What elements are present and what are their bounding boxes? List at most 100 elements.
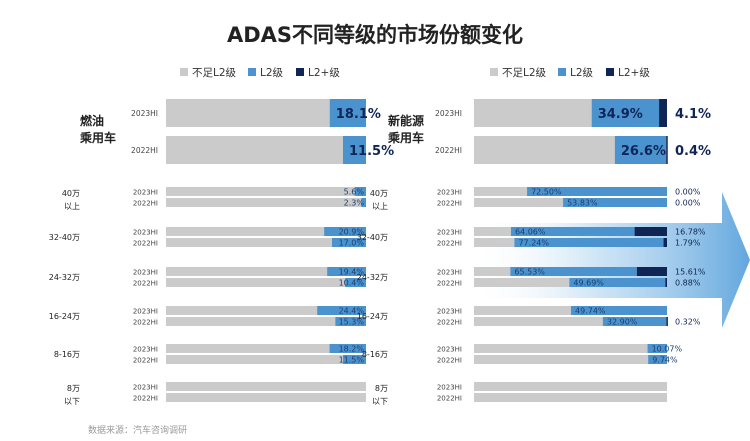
period-label: 2022HI bbox=[133, 280, 158, 288]
legend-label: 不足L2级 bbox=[192, 67, 237, 79]
bar-below-l2 bbox=[474, 306, 667, 315]
bar-l2 bbox=[327, 267, 366, 276]
legend-swatch bbox=[296, 68, 304, 76]
category-label: 8-16万 bbox=[54, 350, 80, 359]
bar-l2 bbox=[614, 136, 667, 164]
value-label-l2plus: 0.00% bbox=[675, 188, 701, 197]
bar-below-l2 bbox=[166, 393, 366, 402]
bar-below-l2 bbox=[166, 227, 366, 236]
bar-below-l2 bbox=[166, 267, 366, 276]
period-label: 2023HI bbox=[437, 269, 462, 277]
period-label: 2022HI bbox=[435, 146, 462, 155]
value-label-l2: 65.53% bbox=[514, 268, 545, 277]
category-label: 32-40万 bbox=[357, 233, 388, 242]
category-label: 新能源 bbox=[388, 113, 424, 128]
category-label: 8-16万 bbox=[362, 350, 388, 359]
value-label-l2: 49.74% bbox=[575, 307, 606, 316]
period-label: 2022HI bbox=[133, 240, 158, 248]
bar-l2 bbox=[343, 355, 366, 364]
legend-label: L2级 bbox=[570, 67, 594, 79]
value-label-l2: 20.9% bbox=[339, 228, 365, 237]
value-label-l2: 5.6% bbox=[344, 188, 365, 197]
bar-l2 bbox=[354, 187, 366, 196]
value-label-l2: 18.1% bbox=[336, 107, 381, 122]
page-title: ADAS不同等级的市场份额变化 bbox=[227, 23, 523, 47]
value-label-l2: 10.07% bbox=[652, 345, 683, 354]
period-label: 2023HI bbox=[437, 308, 462, 316]
category-label: 8万 bbox=[375, 384, 388, 393]
bar-l2 bbox=[514, 238, 664, 247]
category-label: 24-32万 bbox=[49, 273, 80, 282]
value-label-l2plus: 4.1% bbox=[675, 107, 711, 122]
legend-label: L2级 bbox=[260, 67, 284, 79]
value-label-l2: 53.83% bbox=[567, 199, 598, 208]
value-label-l2: 19.4% bbox=[339, 268, 365, 277]
legend-right: 不足L2级 L2级 L2+级 bbox=[490, 67, 650, 79]
value-label-l2: 11.5% bbox=[339, 356, 365, 365]
bar-l2 bbox=[510, 227, 635, 236]
bar-below-l2 bbox=[166, 187, 366, 196]
value-label-l2: 17.0% bbox=[339, 239, 365, 248]
legend-left: 不足L2级 L2级 L2+级 bbox=[180, 67, 340, 79]
legend-swatch bbox=[248, 68, 256, 76]
bar-below-l2 bbox=[474, 382, 667, 391]
period-label: 2022HI bbox=[437, 357, 462, 365]
bar-below-l2 bbox=[166, 238, 366, 247]
category-label: 16-24万 bbox=[357, 312, 388, 321]
bar-l2 bbox=[569, 278, 666, 287]
bar-below-l2 bbox=[166, 278, 366, 287]
legend-swatch bbox=[180, 68, 188, 76]
value-label-l2: 34.9% bbox=[598, 107, 643, 122]
category-label: 以上 bbox=[64, 202, 80, 211]
bar-l2 bbox=[329, 344, 366, 353]
bar-l2 bbox=[647, 344, 667, 353]
category-label: 以下 bbox=[372, 397, 388, 406]
period-label: 2022HI bbox=[437, 240, 462, 248]
period-label: 2022HI bbox=[437, 395, 462, 403]
period-label: 2023HI bbox=[133, 384, 158, 392]
value-label-l2: 64.06% bbox=[515, 228, 546, 237]
bar-l2 bbox=[648, 355, 667, 364]
period-label: 2022HI bbox=[437, 280, 462, 288]
bar-below-l2 bbox=[474, 344, 667, 353]
period-label: 2022HI bbox=[133, 395, 158, 403]
value-label-l2: 26.6% bbox=[621, 144, 666, 159]
category-label: 40万 bbox=[370, 189, 388, 198]
period-label: 2023HI bbox=[435, 109, 462, 118]
period-label: 2022HI bbox=[133, 319, 158, 327]
category-label: 32-40万 bbox=[49, 233, 80, 242]
period-label: 2023HI bbox=[133, 346, 158, 354]
bar-below-l2 bbox=[166, 355, 366, 364]
legend-label: L2+级 bbox=[618, 67, 650, 79]
value-label-l2plus: 16.78% bbox=[675, 228, 706, 237]
period-label: 2023HI bbox=[133, 308, 158, 316]
value-label-l2: 2.3% bbox=[344, 199, 365, 208]
value-label-l2plus: 0.88% bbox=[675, 279, 701, 288]
legend-swatch bbox=[490, 68, 498, 76]
category-label: 以上 bbox=[372, 202, 388, 211]
bar-below-l2 bbox=[166, 198, 366, 207]
bar-l2 bbox=[591, 99, 660, 127]
bar-below-l2 bbox=[166, 382, 366, 391]
bar-l2 bbox=[335, 317, 366, 326]
period-label: 2022HI bbox=[131, 146, 158, 155]
value-label-l2: 15.3% bbox=[339, 318, 365, 327]
bar-l2plus bbox=[636, 267, 667, 276]
bar-l2 bbox=[571, 306, 667, 315]
bar-l2 bbox=[361, 198, 366, 207]
period-label: 2023HI bbox=[437, 229, 462, 237]
bar-below-l2 bbox=[166, 306, 366, 315]
value-label-l2: 11.5% bbox=[349, 144, 394, 159]
legend-label: L2+级 bbox=[308, 67, 340, 79]
bar-below-l2 bbox=[166, 136, 366, 164]
value-label-l2: 18.2% bbox=[339, 345, 365, 354]
bar-l2 bbox=[332, 238, 366, 247]
value-label-l2: 10.4% bbox=[339, 279, 365, 288]
bar-l2 bbox=[563, 198, 667, 207]
value-label-l2plus: 0.32% bbox=[675, 318, 701, 327]
period-label: 2023HI bbox=[437, 384, 462, 392]
bar-l2plus bbox=[666, 317, 668, 326]
bar-l2 bbox=[527, 187, 667, 196]
value-label-l2: 32.90% bbox=[607, 318, 638, 327]
